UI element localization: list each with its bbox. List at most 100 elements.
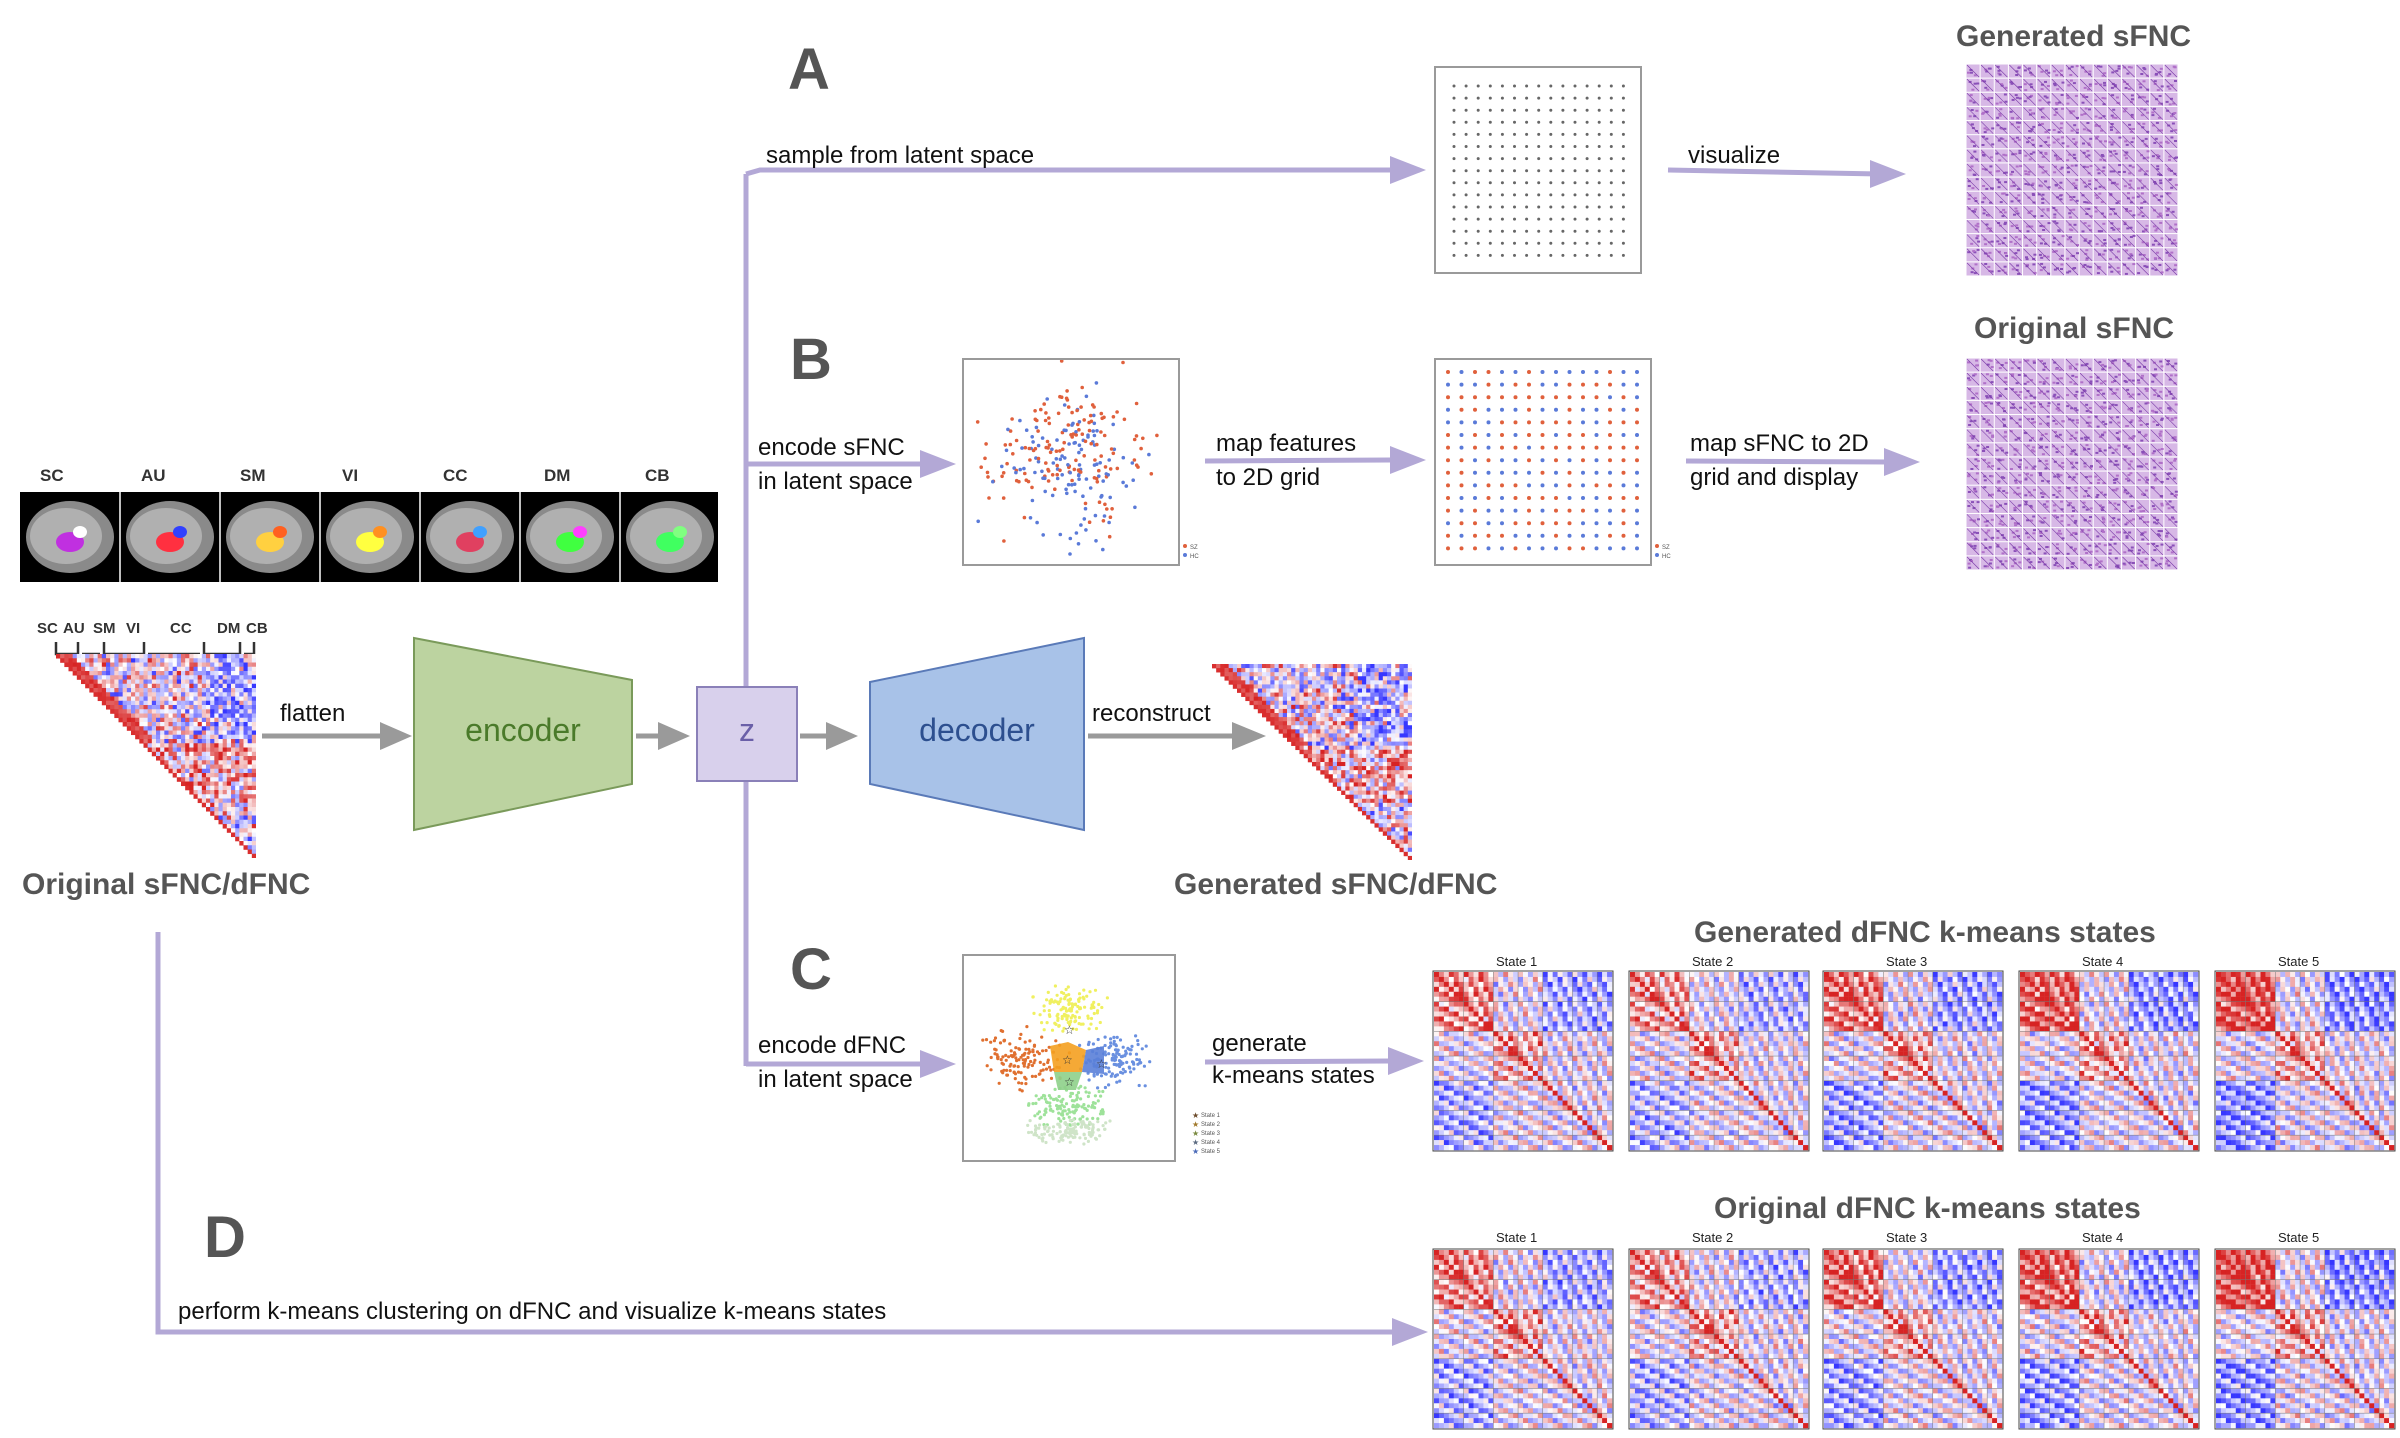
mosaic-tile	[2150, 92, 2164, 106]
label-sample: sample from latent space	[766, 140, 1034, 172]
cluster-point	[1088, 990, 1092, 994]
matrix-cell	[172, 662, 178, 668]
grid-subject-point	[1446, 370, 1450, 374]
subject-point	[1076, 542, 1081, 546]
matrix-cell	[201, 705, 207, 710]
subject-point	[1121, 480, 1125, 485]
matrix-cell	[247, 658, 253, 663]
state-cell	[1468, 1006, 1474, 1012]
latent-sample-point	[1609, 181, 1613, 185]
cluster-point	[1086, 1139, 1090, 1143]
matrix-cell	[139, 671, 144, 676]
matrix-cell	[139, 700, 144, 706]
matrix-cell	[1232, 664, 1238, 669]
subject-point	[1008, 429, 1013, 433]
matrix-cell	[176, 713, 182, 719]
grid-subject-point	[1594, 382, 1599, 387]
label-map-features-2: to 2D grid	[1216, 462, 1320, 494]
cluster-point	[1004, 1053, 1008, 1057]
state-cell	[1607, 972, 1613, 978]
matrix-cell	[1353, 770, 1359, 775]
cluster-point	[1125, 1060, 1129, 1064]
cluster-point	[1016, 1070, 1021, 1074]
matrix-cell	[1378, 680, 1384, 685]
mosaic-tile	[2136, 248, 2150, 262]
mosaic-tile	[2093, 400, 2107, 415]
matrix-cell	[193, 785, 198, 791]
cluster-point	[1041, 1068, 1045, 1072]
matrix-cell	[1328, 774, 1334, 779]
cluster-point	[1132, 1067, 1136, 1071]
cluster-point	[1000, 1069, 1004, 1073]
matrix-cell	[239, 696, 244, 702]
matrix-cell	[218, 798, 223, 804]
cluster-point	[1066, 1127, 1070, 1131]
mosaic-tile	[2008, 135, 2023, 149]
mosaic-tile	[2079, 429, 2093, 443]
latent-sample-point	[1573, 120, 1577, 124]
legend-star: ★	[1192, 1120, 1199, 1129]
state-cell	[1503, 1036, 1509, 1042]
matrix-cell	[1282, 713, 1288, 718]
matrix-cell	[1407, 737, 1412, 742]
matrix-cell	[135, 675, 140, 680]
mosaic-tile	[2150, 485, 2164, 499]
matrix-cell	[143, 705, 148, 710]
matrix-cell	[76, 675, 82, 680]
matrix-cell	[1362, 676, 1367, 681]
cluster-point	[1082, 997, 1086, 1001]
matrix-cell	[164, 662, 169, 668]
subject-point	[1036, 456, 1041, 461]
matrix-cell	[168, 713, 173, 719]
state-cell	[1503, 1041, 1509, 1047]
matrix-cell	[1307, 717, 1313, 722]
subject-point	[1108, 495, 1112, 500]
matrix-cell	[156, 696, 161, 702]
mosaic-tile	[2051, 149, 2065, 163]
subject-point	[1101, 519, 1106, 523]
mosaic-tile	[2051, 556, 2065, 570]
matrix-cell	[1362, 700, 1367, 706]
mosaic-tile	[2093, 219, 2107, 234]
state-cell	[1607, 1016, 1613, 1022]
matrix-cell	[201, 764, 207, 770]
state-cell	[1473, 1061, 1479, 1067]
matrix-cell	[1391, 790, 1396, 795]
matrix-cell	[1366, 700, 1371, 706]
latent-sample-point	[1525, 253, 1529, 257]
cluster-point	[992, 1039, 996, 1043]
state-cell	[1508, 1001, 1514, 1007]
state-cell	[1572, 981, 1578, 988]
matrix-cell	[206, 790, 211, 795]
state-cell	[1552, 1011, 1558, 1017]
state-cell	[1513, 1046, 1519, 1052]
matrix-cell	[226, 696, 232, 702]
matrix-cell	[97, 696, 103, 702]
matrix-cell	[168, 756, 173, 761]
matrix-cell	[235, 743, 240, 748]
grid-subject-point	[1446, 521, 1450, 526]
state-cell	[1473, 1026, 1479, 1032]
state-cell	[1438, 1051, 1445, 1057]
matrix-cell	[235, 756, 240, 761]
state-cell	[1523, 1031, 1529, 1037]
matrix-cell	[1212, 664, 1217, 669]
matrix-cell	[131, 726, 136, 731]
cluster-point	[1032, 1011, 1036, 1015]
matrix-cell	[126, 717, 132, 723]
subject-point	[1047, 421, 1052, 426]
matrix-cell	[176, 717, 182, 723]
matrix-cell	[189, 747, 194, 753]
cluster-point	[1049, 1076, 1054, 1080]
matrix-cell	[251, 798, 256, 804]
latent-sample-point	[1597, 96, 1601, 100]
matrix-cell	[172, 739, 178, 744]
matrix-cell	[1391, 766, 1396, 771]
state-cell	[1562, 1011, 1568, 1017]
matrix-cell	[164, 751, 169, 757]
cluster-point	[1075, 1096, 1079, 1100]
state-cell	[1592, 991, 1598, 997]
state-cell	[1523, 1016, 1529, 1022]
cluster-point	[1055, 1098, 1060, 1102]
subject-point	[1100, 493, 1104, 498]
